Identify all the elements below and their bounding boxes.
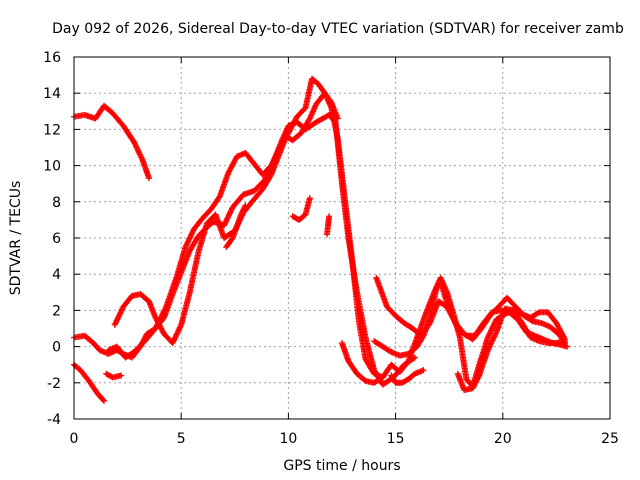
y-tick-label: -2 [47,376,61,392]
data-point [146,175,153,182]
data-point [326,213,333,220]
y-tick-label: -4 [47,412,61,428]
data-point [561,338,568,345]
y-tick-label: 0 [52,340,61,356]
series-track-h [289,195,313,223]
series-track-a [71,102,153,182]
data-layer [71,75,571,404]
x-tick-label: 0 [70,431,79,447]
series-track-g [223,202,249,251]
data-point [535,309,542,316]
y-tick-label: 6 [52,231,61,247]
y-tick-label: 10 [43,159,61,175]
x-tick-label: 10 [279,431,297,447]
data-point [379,374,386,381]
y-tick-label: 4 [52,267,61,283]
data-point [118,372,125,379]
data-point [411,354,418,361]
series-track-b [71,361,108,404]
data-point [101,397,108,404]
x-tick-label: 5 [177,431,186,447]
series-track-l [339,339,386,386]
chart-title: Day 092 of 2026, Sidereal Day-to-day VTE… [52,21,624,37]
data-point [100,396,107,403]
y-tick-label: 12 [43,122,61,138]
data-point [420,367,427,374]
y-tick-label: 16 [43,50,61,66]
data-point [528,317,535,324]
y-tick-label: 2 [52,303,61,319]
series-track-n [388,367,427,386]
data-point [242,202,249,209]
x-tick-label: 15 [387,431,405,447]
series-track-i [323,213,333,238]
grid-layer [74,57,610,419]
series-track-k [373,274,568,346]
tick-layer: 0 5 10 15 20 25 -4 -2 0 2 4 6 8 10 12 14 16 [43,50,619,447]
data-point [378,375,385,382]
y-axis-label: SDTVAR / TECUs [8,181,24,296]
x-axis-label: GPS time / hours [283,458,400,474]
data-point [564,343,571,350]
y-tick-label: 14 [43,86,61,102]
x-tick-label: 25 [601,431,619,447]
series-track-c [103,370,125,381]
x-tick-label: 20 [494,431,512,447]
series-track-m [454,305,568,394]
data-point [306,195,313,202]
y-tick-label: 8 [52,195,61,211]
